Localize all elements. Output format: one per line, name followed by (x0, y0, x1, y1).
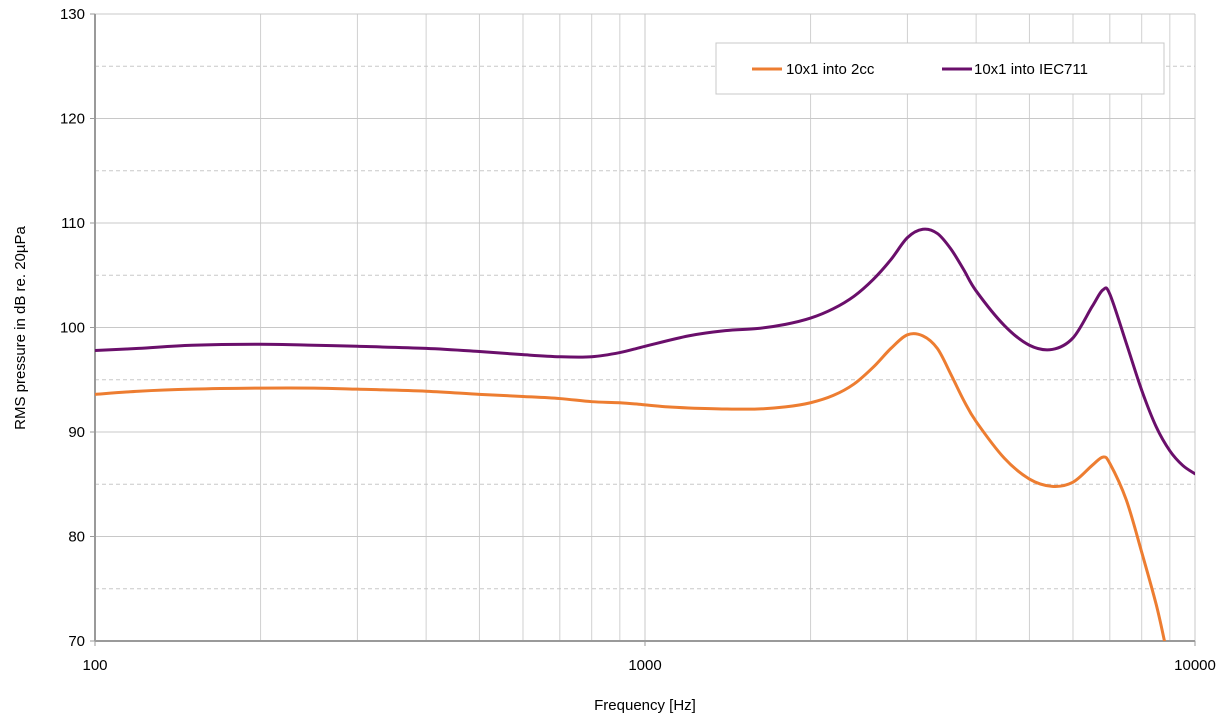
x-tick-label: 10000 (1174, 657, 1216, 674)
x-tick-label: 1000 (628, 657, 661, 674)
y-tick-label: 90 (68, 424, 85, 441)
axes (90, 13, 1196, 646)
y-tick-label: 110 (61, 215, 85, 232)
tick-labels: 70 80 90 100 110 120 130 100 1000 10000 (60, 6, 1216, 674)
legend-entry-iec711: 10x1 into IEC711 (974, 61, 1088, 78)
series-line-0 (95, 332, 1166, 641)
y-tick-label: 80 (68, 529, 85, 546)
x-tick-label: 100 (82, 657, 107, 674)
series-lines (95, 227, 1195, 641)
y-tick-label: 70 (68, 633, 85, 650)
legend-box (715, 42, 1165, 95)
y-axis-label: RMS pressure in dB re. 20µPa (12, 225, 29, 429)
y-tick-label: 130 (60, 6, 85, 23)
x-axis-label: Frequency [Hz] (594, 697, 696, 714)
legend: 10x1 into 2cc 10x1 into IEC711 (715, 42, 1165, 95)
y-tick-label: 100 (60, 320, 85, 337)
grid (94, 13, 1196, 641)
y-tick-label: 120 (60, 111, 85, 128)
series-line-1 (95, 227, 1195, 476)
legend-entry-2cc: 10x1 into 2cc (786, 61, 875, 78)
